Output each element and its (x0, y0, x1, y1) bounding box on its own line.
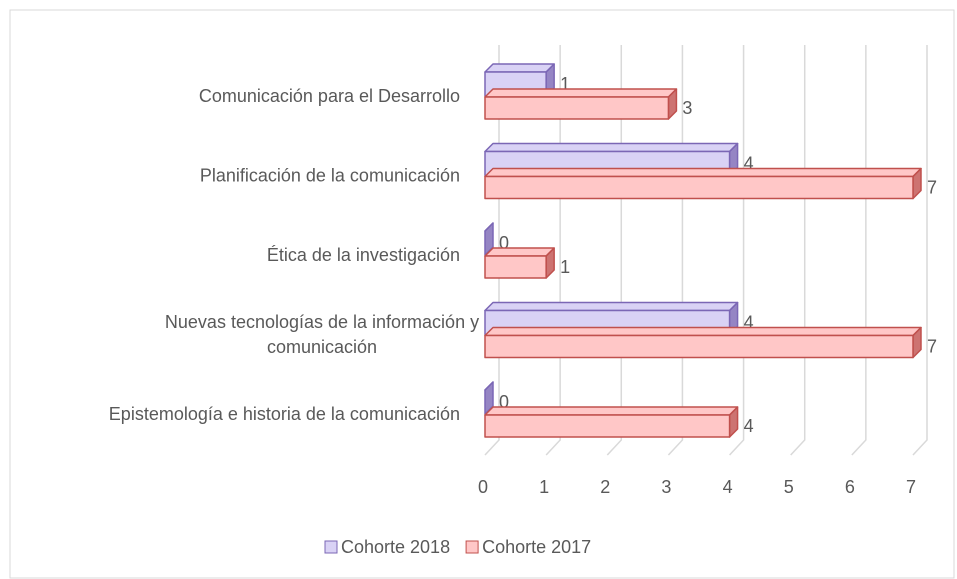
bar-side (484, 222, 494, 256)
x-tick-label: 7 (906, 477, 916, 497)
y-tick-label: Epistemología e historia de la comunicac… (109, 404, 460, 424)
chart-frame (9, 9, 955, 579)
x-tick-label: 1 (539, 477, 549, 497)
bar-front (484, 414, 731, 438)
bar (484, 88, 678, 120)
value-label: 0 (499, 233, 509, 253)
x-tick-label: 2 (600, 477, 610, 497)
bar-top (484, 406, 739, 416)
bar-top (484, 63, 555, 73)
bar-front (484, 175, 914, 200)
value-label: 7 (927, 336, 937, 356)
x-tick-label: 0 (478, 477, 488, 497)
bar-top (484, 142, 739, 153)
bar (484, 381, 494, 415)
bar-front (484, 334, 914, 359)
value-label: 4 (744, 153, 754, 173)
bar (484, 167, 922, 200)
bar (484, 406, 739, 438)
bar-front (484, 96, 670, 120)
y-tick-label: Nuevas tecnologías de la información y co… (165, 312, 479, 357)
value-label: 4 (744, 312, 754, 332)
bar (484, 222, 494, 256)
value-label: 0 (499, 392, 509, 412)
legend-swatch (324, 540, 338, 554)
value-label: 1 (560, 74, 570, 94)
value-label: 1 (560, 257, 570, 277)
y-tick-label: Comunicación para el Desarrollo (199, 86, 460, 106)
y-tick-label: Ética de la investigación (267, 245, 460, 265)
grid-line (912, 45, 928, 456)
value-label: 3 (682, 98, 692, 118)
legend-label: Cohorte 2017 (482, 537, 591, 557)
x-tick-label: 5 (784, 477, 794, 497)
legend-swatch (465, 540, 479, 554)
y-tick-label: Planificación de la comunicación (200, 165, 460, 185)
x-tick-label: 3 (661, 477, 671, 497)
bar-side (484, 381, 494, 415)
bar (484, 326, 922, 359)
bar (484, 247, 555, 279)
bar-top (484, 326, 922, 337)
x-tick-label: 6 (845, 477, 855, 497)
value-label: 4 (744, 416, 754, 436)
x-tick-label: 4 (723, 477, 733, 497)
legend-label: Cohorte 2018 (341, 537, 450, 557)
bar-top (484, 167, 922, 178)
bar-top (484, 301, 739, 312)
bar-top (484, 88, 678, 98)
bar-top (484, 247, 555, 257)
value-label: 7 (927, 177, 937, 197)
bar-front (484, 255, 547, 279)
